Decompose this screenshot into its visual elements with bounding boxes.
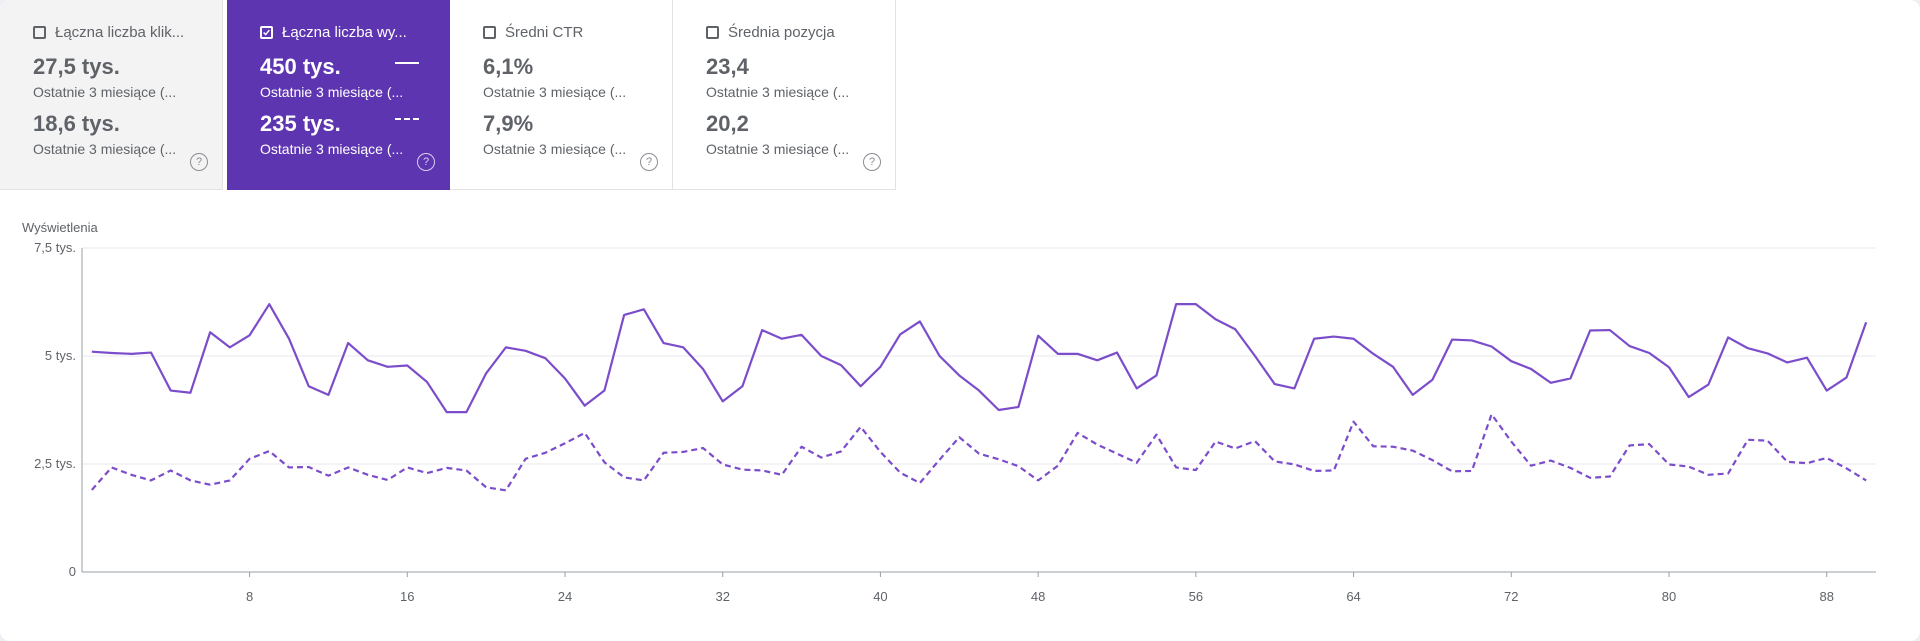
metric-period-current: Ostatnie 3 miesiące (... [260,84,404,100]
metric-period-current: Ostatnie 3 miesiące (... [33,84,177,100]
metric-header: Średni CTR [483,22,583,42]
metric-value-current: 450 tys. [260,54,341,79]
help-icon[interactable]: ? [417,153,435,171]
y-tick-label: 5 tys. [45,348,76,363]
x-tick-label: 48 [1031,589,1045,604]
metric-header: Łączna liczba klik... [33,22,184,42]
solid-line-legend-icon [395,62,419,64]
metric-header: Łączna liczba wy... [260,22,407,42]
y-tick-label: 0 [69,564,76,579]
metric-value-current: 27,5 tys. [33,54,120,79]
metric-tile-impressions[interactable]: Łączna liczba wy... 450 tys. Ostatnie 3 … [227,0,450,190]
impressions-line-chart: Wyświetlenia 0 2,5 tys. 5 tys. 7,5 tys. 8 16… [22,220,1876,604]
x-tick-label: 24 [558,589,572,604]
metric-tile-clicks[interactable]: Łączna liczba klik... 27,5 tys. Ostatnie… [0,0,223,190]
x-tick-label: 32 [715,589,729,604]
checkbox-unchecked-icon[interactable] [483,25,496,39]
metric-title: Średni CTR [505,23,584,41]
x-tick-label: 40 [873,589,887,604]
checkbox-unchecked-icon[interactable] [706,25,719,39]
x-tick-label: 16 [400,589,414,604]
metric-period-previous: Ostatnie 3 miesiące (... [33,141,177,157]
y-tick-label: 2,5 tys. [34,456,76,471]
help-icon[interactable]: ? [640,153,658,171]
metric-period-previous: Ostatnie 3 miesiące (... [260,141,404,157]
series-line-current [91,303,1868,414]
series-line-previous [91,413,1867,492]
metric-header: Średnia pozycja [706,22,835,42]
metric-tile-position[interactable]: Średnia pozycja 23,4 Ostatnie 3 miesiące… [673,0,896,190]
metric-value-current: 6,1% [483,54,534,79]
metric-period-previous: Ostatnie 3 miesiące (... [483,141,627,157]
metric-period-current: Ostatnie 3 miesiące (... [706,84,850,100]
metric-value-previous: 18,6 tys. [33,111,120,136]
x-tick-label: 72 [1504,589,1518,604]
y-axis-title: Wyświetlenia [22,220,99,235]
y-axis-ticks: 0 2,5 tys. 5 tys. 7,5 tys. [34,240,76,579]
x-axis-ticks: 8 16 24 32 40 48 56 64 72 80 88 [246,572,1834,604]
metric-title: Średnia pozycja [728,23,835,41]
checkbox-checked-icon[interactable] [260,25,273,39]
x-tick-label: 88 [1819,589,1833,604]
help-icon[interactable]: ? [190,153,208,171]
help-icon[interactable]: ? [863,153,881,171]
metric-value-previous: 20,2 [706,111,749,136]
x-tick-label: 80 [1662,589,1676,604]
x-tick-label: 64 [1346,589,1360,604]
checkbox-unchecked-icon[interactable] [33,25,46,39]
metric-period-current: Ostatnie 3 miesiące (... [483,84,627,100]
x-tick-label: 8 [246,589,253,604]
y-tick-label: 7,5 tys. [34,240,76,255]
grid-lines [81,247,1876,573]
metric-period-previous: Ostatnie 3 miesiące (... [706,141,850,157]
metric-title: Łączna liczba wy... [282,23,407,41]
x-tick-label: 56 [1189,589,1203,604]
metric-value-previous: 7,9% [483,111,534,136]
metric-tile-ctr[interactable]: Średni CTR 6,1% Ostatnie 3 miesiące (...… [450,0,673,190]
metric-value-current: 23,4 [706,54,749,79]
dashed-line-legend-icon [395,118,419,120]
metric-title: Łączna liczba klik... [55,23,185,41]
series-lines [91,303,1868,492]
metric-value-previous: 235 tys. [260,111,341,136]
